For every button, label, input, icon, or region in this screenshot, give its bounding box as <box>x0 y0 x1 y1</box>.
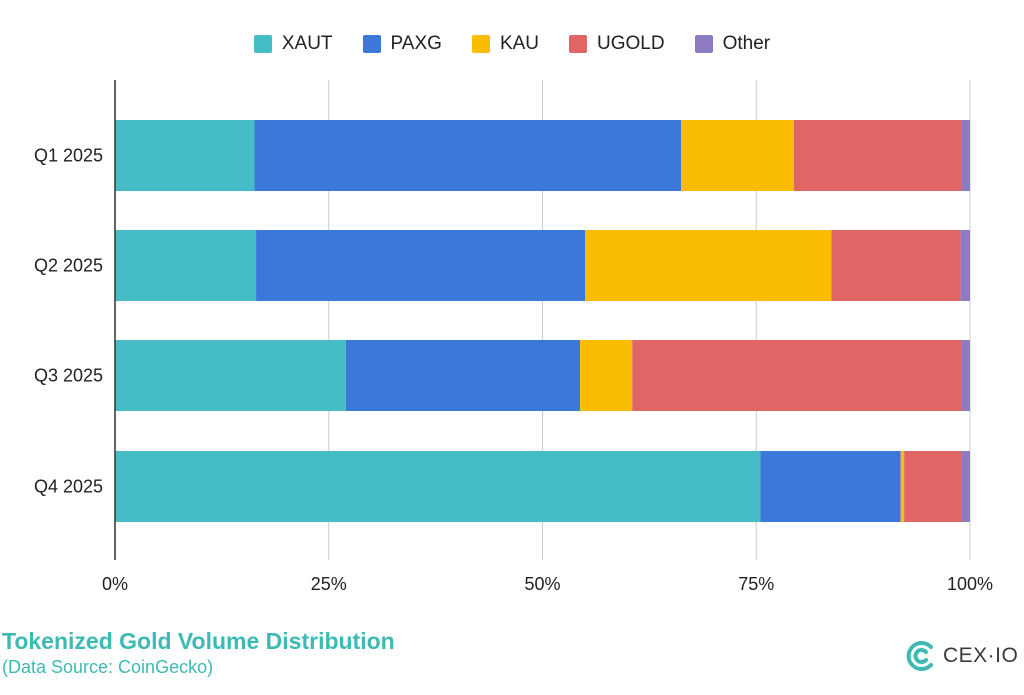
x-tick-label: 50% <box>524 574 560 594</box>
bar-ugold-q3-2025 <box>632 340 962 411</box>
bar-other-q4-2025 <box>961 451 970 522</box>
y-category-label: Q2 2025 <box>34 256 103 276</box>
bar-paxg-q4-2025 <box>760 451 901 522</box>
legend-swatch <box>694 35 713 53</box>
bar-kau-q1-2025 <box>681 120 794 191</box>
bar-xaut-q3-2025 <box>115 340 346 411</box>
chart-legend: XAUT PAXG KAU UGOLD Other <box>0 33 1024 55</box>
bar-other-q3-2025 <box>961 340 970 411</box>
bar-other-q1-2025 <box>961 120 970 191</box>
cexio-logo-icon <box>906 641 933 671</box>
legend-item-xaut: XAUT <box>253 33 333 55</box>
legend-label: PAXG <box>390 33 442 54</box>
footer-title: Tokenized Gold Volume Distribution <box>2 628 395 654</box>
brand-logo: CEX·IO <box>903 639 1018 673</box>
footer-subtitle: (Data Source: CoinGecko) <box>2 657 214 677</box>
legend-label: XAUT <box>281 33 333 54</box>
bar-ugold-q2-2025 <box>831 230 961 301</box>
bar-paxg-q2-2025 <box>256 230 586 301</box>
legend-label: KAU <box>499 33 540 54</box>
y-category-label: Q4 2025 <box>34 477 103 497</box>
legend-item-other: Other <box>694 33 771 55</box>
bar-kau-q4-2025 <box>900 451 905 522</box>
x-tick-label: 100% <box>947 574 993 594</box>
legend-swatch <box>362 35 381 53</box>
bar-xaut-q4-2025 <box>115 451 761 522</box>
legend-item-ugold: UGOLD <box>569 33 665 55</box>
legend-swatch <box>253 35 272 53</box>
brand-name: CEX·IO <box>943 644 1019 667</box>
bar-xaut-q2-2025 <box>115 230 257 301</box>
bar-paxg-q3-2025 <box>345 340 581 411</box>
legend-label: UGOLD <box>597 33 665 54</box>
legend-swatch <box>569 35 588 53</box>
bar-ugold-q1-2025 <box>793 120 962 191</box>
y-category-label: Q3 2025 <box>34 366 103 386</box>
bar-kau-q3-2025 <box>580 340 633 411</box>
bar-paxg-q1-2025 <box>254 120 682 191</box>
y-category-label: Q1 2025 <box>34 146 103 166</box>
bar-xaut-q1-2025 <box>115 120 255 191</box>
legend-item-kau: KAU <box>471 33 540 55</box>
bar-kau-q2-2025 <box>585 230 832 301</box>
x-tick-label: 25% <box>311 574 347 594</box>
bar-other-q2-2025 <box>960 230 970 301</box>
bar-ugold-q4-2025 <box>904 451 962 522</box>
x-tick-label: 0% <box>102 574 128 594</box>
legend-item-paxg: PAXG <box>362 33 442 55</box>
x-tick-label: 75% <box>738 574 774 594</box>
legend-label: Other <box>722 33 771 54</box>
legend-swatch <box>471 35 490 53</box>
